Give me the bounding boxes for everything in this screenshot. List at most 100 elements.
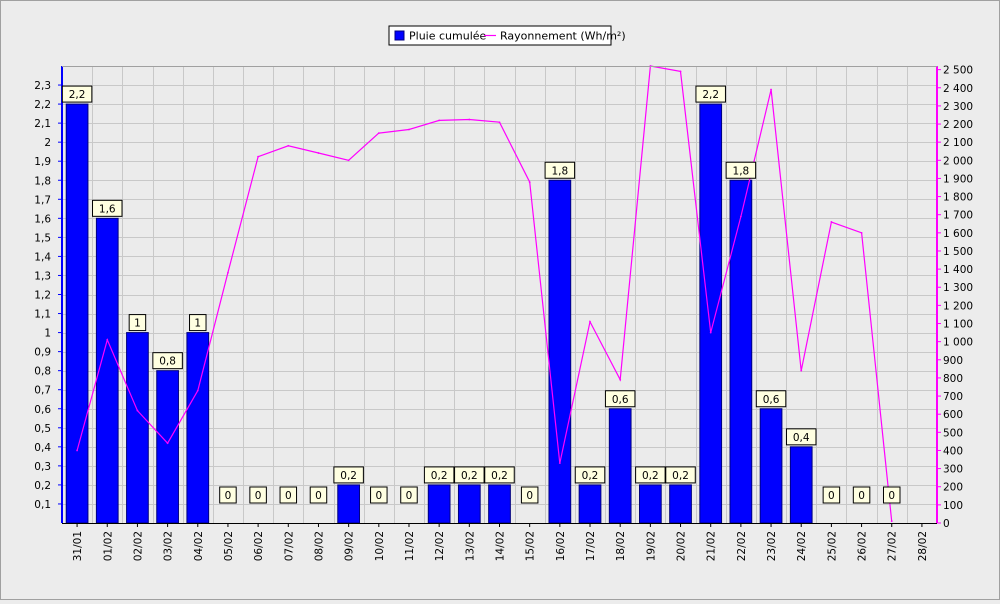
data-label: 1 xyxy=(194,318,201,330)
data-label: 0,6 xyxy=(763,394,780,406)
x-tick-label: 21/02 xyxy=(706,531,718,561)
bar xyxy=(457,484,481,524)
data-label-box xyxy=(249,486,267,504)
data-label-box xyxy=(484,466,515,484)
data-label-box xyxy=(852,486,871,504)
bar xyxy=(337,484,360,524)
line-point xyxy=(347,159,350,162)
data-label-box xyxy=(454,466,485,484)
data-label: 0 xyxy=(285,490,292,502)
y-right-tick-label: 1 400 xyxy=(943,264,973,276)
data-label-box xyxy=(279,486,298,504)
data-label: 1 xyxy=(134,318,141,330)
data-label-box xyxy=(333,466,364,484)
x-tick-label: 10/02 xyxy=(374,531,386,561)
x-tick-label: 20/02 xyxy=(676,531,688,561)
data-label: 0,2 xyxy=(461,470,478,482)
y-left-tick-label: 1,4 xyxy=(34,251,51,263)
legend-box xyxy=(388,25,612,46)
line-point xyxy=(317,152,320,154)
line-point xyxy=(377,132,380,134)
bar xyxy=(548,179,572,524)
line-point xyxy=(257,155,260,158)
y-left-tick-label: 1,2 xyxy=(34,290,51,302)
line-point xyxy=(106,338,109,341)
y-right-tick-label: 2 300 xyxy=(943,101,973,113)
x-tick-label: 31/01 xyxy=(72,531,84,561)
y-left-tick-label: 1,9 xyxy=(34,156,51,168)
x-tick-label: 07/02 xyxy=(283,531,295,561)
data-label: 0,2 xyxy=(642,470,659,482)
data-label-box xyxy=(128,314,147,332)
x-tick-label: 23/02 xyxy=(766,531,778,561)
y-right-tick-label: 1 500 xyxy=(943,246,973,258)
data-label-box xyxy=(400,486,418,504)
y-left-tick-label: 0,2 xyxy=(34,480,51,492)
data-label-box xyxy=(755,390,787,408)
y-left-tick-label: 1,8 xyxy=(34,175,51,187)
line-series xyxy=(76,65,893,523)
legend-line-label: Rayonnement (Wh/m²) xyxy=(500,30,626,43)
data-label: 0,6 xyxy=(612,394,629,406)
data-label: 0 xyxy=(526,490,533,502)
data-label-box xyxy=(604,390,636,408)
data-label: 0,2 xyxy=(431,470,448,482)
data-label-box xyxy=(219,486,237,504)
y-left-tick-label: 0,1 xyxy=(34,499,51,511)
y-right-tick-label: 900 xyxy=(943,355,963,367)
y-left-tick-label: 2,3 xyxy=(34,80,51,92)
y-right-axis-ticks: 0 100 200 300 400 500 600 700 800 900 1 000 1 100 1 … xyxy=(937,65,973,530)
data-label-box xyxy=(635,466,666,484)
x-tick-label: 12/02 xyxy=(434,531,446,561)
x-tick-label: 26/02 xyxy=(857,531,869,561)
data-label-box xyxy=(785,428,817,446)
x-tick-label: 15/02 xyxy=(525,531,537,561)
x-tick-label: 06/02 xyxy=(253,531,265,561)
data-label-box xyxy=(520,486,539,504)
bar xyxy=(427,484,451,524)
line-point xyxy=(800,369,803,372)
line-point xyxy=(408,128,410,131)
y-right-tick-label: 2 100 xyxy=(943,137,973,149)
y-right-tick-label: 500 xyxy=(943,427,963,439)
line-point xyxy=(679,70,682,73)
line-point xyxy=(739,215,742,218)
x-tick-label: 04/02 xyxy=(193,531,205,561)
x-tick-label: 05/02 xyxy=(223,531,235,561)
bars-series xyxy=(65,103,813,524)
y-right-tick-label: 1 200 xyxy=(943,300,973,312)
line-point xyxy=(287,144,290,147)
data-label: 0 xyxy=(858,490,865,502)
y-left-tick-label: 1,1 xyxy=(34,309,51,321)
line-point xyxy=(589,320,591,323)
radiation-line xyxy=(76,65,893,522)
x-tick-label: 18/02 xyxy=(615,531,627,561)
data-label-box xyxy=(61,85,93,103)
data-label-box xyxy=(423,466,455,484)
data-label-box xyxy=(574,466,606,484)
bar xyxy=(669,484,692,524)
data-label-box xyxy=(822,486,841,504)
line-point xyxy=(227,271,229,274)
y-right-tick-label: 400 xyxy=(943,445,963,457)
legend-bar-swatch xyxy=(394,30,405,41)
y-left-tick-label: 0,4 xyxy=(34,442,51,454)
bar xyxy=(789,446,813,524)
y-left-tick-label: 1,6 xyxy=(34,213,51,225)
data-label-box xyxy=(665,466,696,484)
line-point xyxy=(528,181,531,183)
y-left-axis-ticks: 0,1 0,2 0,3 0,4 0,5 0,6 0,7 0,8 0,9 1 1,1 1,2 1,3 1,4… xyxy=(34,80,62,511)
data-label: 1,8 xyxy=(733,165,750,177)
x-tick-label: 14/02 xyxy=(495,531,507,561)
x-tick-label: 13/02 xyxy=(464,531,476,561)
data-label-box xyxy=(725,161,757,179)
data-label: 0 xyxy=(255,490,262,502)
x-tick-label: 24/02 xyxy=(796,531,808,561)
y-right-tick-label: 1 000 xyxy=(943,337,973,349)
x-tick-label: 03/02 xyxy=(163,531,175,561)
y-right-tick-label: 700 xyxy=(943,391,963,403)
data-label: 0,2 xyxy=(491,470,508,482)
y-left-tick-label: 2 xyxy=(44,137,51,149)
